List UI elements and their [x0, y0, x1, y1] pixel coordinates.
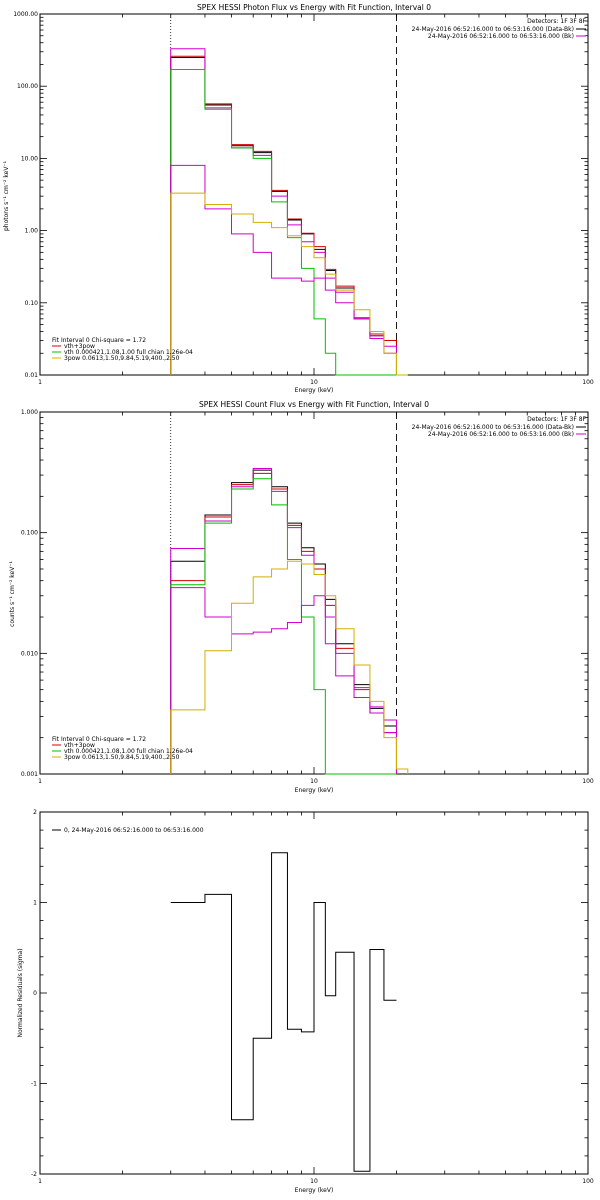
count-flux-series-5 — [170, 560, 409, 774]
photon-flux-legend-entry: 3pow 0.0613,1.50,9.84,5.19,400.,2.50 — [64, 355, 180, 362]
count-flux-series-2 — [170, 468, 397, 774]
residuals-panel: Energy (keV) Normalized Residuals (sigma… — [17, 809, 594, 1194]
residuals-y-tick-label: -1 — [31, 1081, 37, 1088]
count-flux-y-tick-label: 0.010 — [21, 650, 38, 657]
photon-flux-series-3 — [170, 69, 397, 376]
count-flux-xlabel: Energy (keV) — [295, 787, 334, 794]
residuals-y-tick-label: 0 — [33, 990, 37, 997]
count-flux-panel: SPEX HESSI Count Flux vs Energy with Fit… — [9, 400, 594, 794]
residuals-x-tick-label: 10 — [310, 1178, 318, 1185]
photon-flux-legend-entry: vth+3pow — [64, 343, 95, 350]
photon-flux-title: SPEX HESSI Photon Flux vs Energy with Fi… — [197, 3, 431, 12]
residuals-series-0 — [170, 852, 397, 1172]
count-flux-header-line: 24-May-2016 06:52:16.000 to 06:53:16.000… — [428, 431, 574, 438]
count-flux-x-tick-label: 100 — [582, 778, 594, 785]
photon-flux-x-tick-label: 10 — [310, 379, 318, 386]
count-flux-ylabel: counts s⁻¹ cm⁻² keV⁻¹ — [9, 561, 16, 627]
photon-flux-x-tick-label: 100 — [582, 379, 594, 386]
residuals-y-tick-label: -2 — [31, 1171, 37, 1178]
photon-flux-series-5 — [170, 192, 408, 376]
count-flux-series-group — [170, 468, 409, 775]
count-flux-legend-entry: Fit Interval 0 Chi-square = 1.72 — [52, 736, 146, 743]
photon-flux-plot-frame — [39, 13, 589, 376]
count-flux-legend-entry: 3pow 0.0613,1.50,9.84,5.19,400.,2.50 — [64, 754, 180, 761]
photon-flux-legend-entry: Fit Interval 0 Chi-square = 1.72 — [52, 337, 146, 344]
photon-flux-y-tick-label: 0.10 — [25, 300, 39, 307]
photon-flux-detectors-label: Detectors: 1F 3F 8F — [527, 18, 586, 25]
photon-flux-y-tick-label: 1.00 — [25, 228, 39, 235]
photon-flux-y-tick-label: 100.00 — [17, 83, 38, 90]
photon-flux-y-tick-label: 0.01 — [25, 372, 39, 379]
count-flux-legend-entry: vth+3pow — [64, 742, 95, 749]
photon-flux-ylabel: photons s⁻¹ cm⁻² keV⁻¹ — [3, 160, 10, 231]
residuals-x-tick-label: 1 — [38, 1178, 42, 1185]
residuals-series-group — [170, 852, 397, 1172]
count-flux-detectors-label: Detectors: 1F 3F 8F — [527, 416, 586, 423]
residuals-y-tick-label: 1 — [33, 900, 37, 907]
count-flux-y-tick-label: 0.100 — [21, 530, 38, 537]
residuals-xlabel: Energy (keV) — [295, 1187, 334, 1194]
residuals-legend-entry: 0, 24-May-2016 06:52:16.000 to 06:53:16.… — [64, 827, 204, 834]
count-flux-header-line: 24-May-2016 06:52:16.000 to 06:53:16.000… — [412, 424, 574, 431]
count-flux-plot-frame — [39, 411, 589, 775]
photon-flux-xlabel: Energy (keV) — [295, 387, 334, 394]
photon-flux-x-tick-label: 1 — [38, 379, 42, 386]
photon-flux-header-line: 24-May-2016 06:52:16.000 to 06:53:16.000… — [412, 26, 574, 33]
residuals-ylabel: Normalized Residuals (sigma) — [17, 948, 24, 1037]
residuals-y-tick-label: 2 — [33, 809, 37, 816]
photon-flux-y-tick-label: 1000.00 — [13, 11, 38, 18]
photon-flux-y-tick-label: 10.00 — [21, 155, 38, 162]
photon-flux-legend-entry: vth 0.000421,1.08,1.00 full chian 1.26e-… — [64, 349, 193, 356]
count-flux-title: SPEX HESSI Count Flux vs Energy with Fit… — [199, 400, 429, 409]
residuals-x-tick-label: 100 — [582, 1178, 594, 1185]
count-flux-y-tick-label: 0.001 — [21, 771, 38, 778]
count-flux-x-tick-label: 1 — [38, 778, 42, 785]
photon-flux-header-line: 24-May-2016 06:52:16.000 to 06:53:16.000… — [428, 33, 574, 40]
photon-flux-panel: SPEX HESSI Photon Flux vs Energy with Fi… — [3, 3, 594, 394]
photon-flux-series-group — [170, 48, 408, 376]
count-flux-series-1 — [170, 472, 397, 774]
count-flux-series-3 — [170, 478, 397, 775]
count-flux-series-0 — [170, 469, 397, 774]
count-flux-legend-entry: vth 0.000421,1.08,1.00 full chian 1.26e-… — [64, 748, 193, 755]
count-flux-y-tick-label: 1.000 — [21, 409, 38, 416]
count-flux-x-tick-label: 10 — [310, 778, 318, 785]
